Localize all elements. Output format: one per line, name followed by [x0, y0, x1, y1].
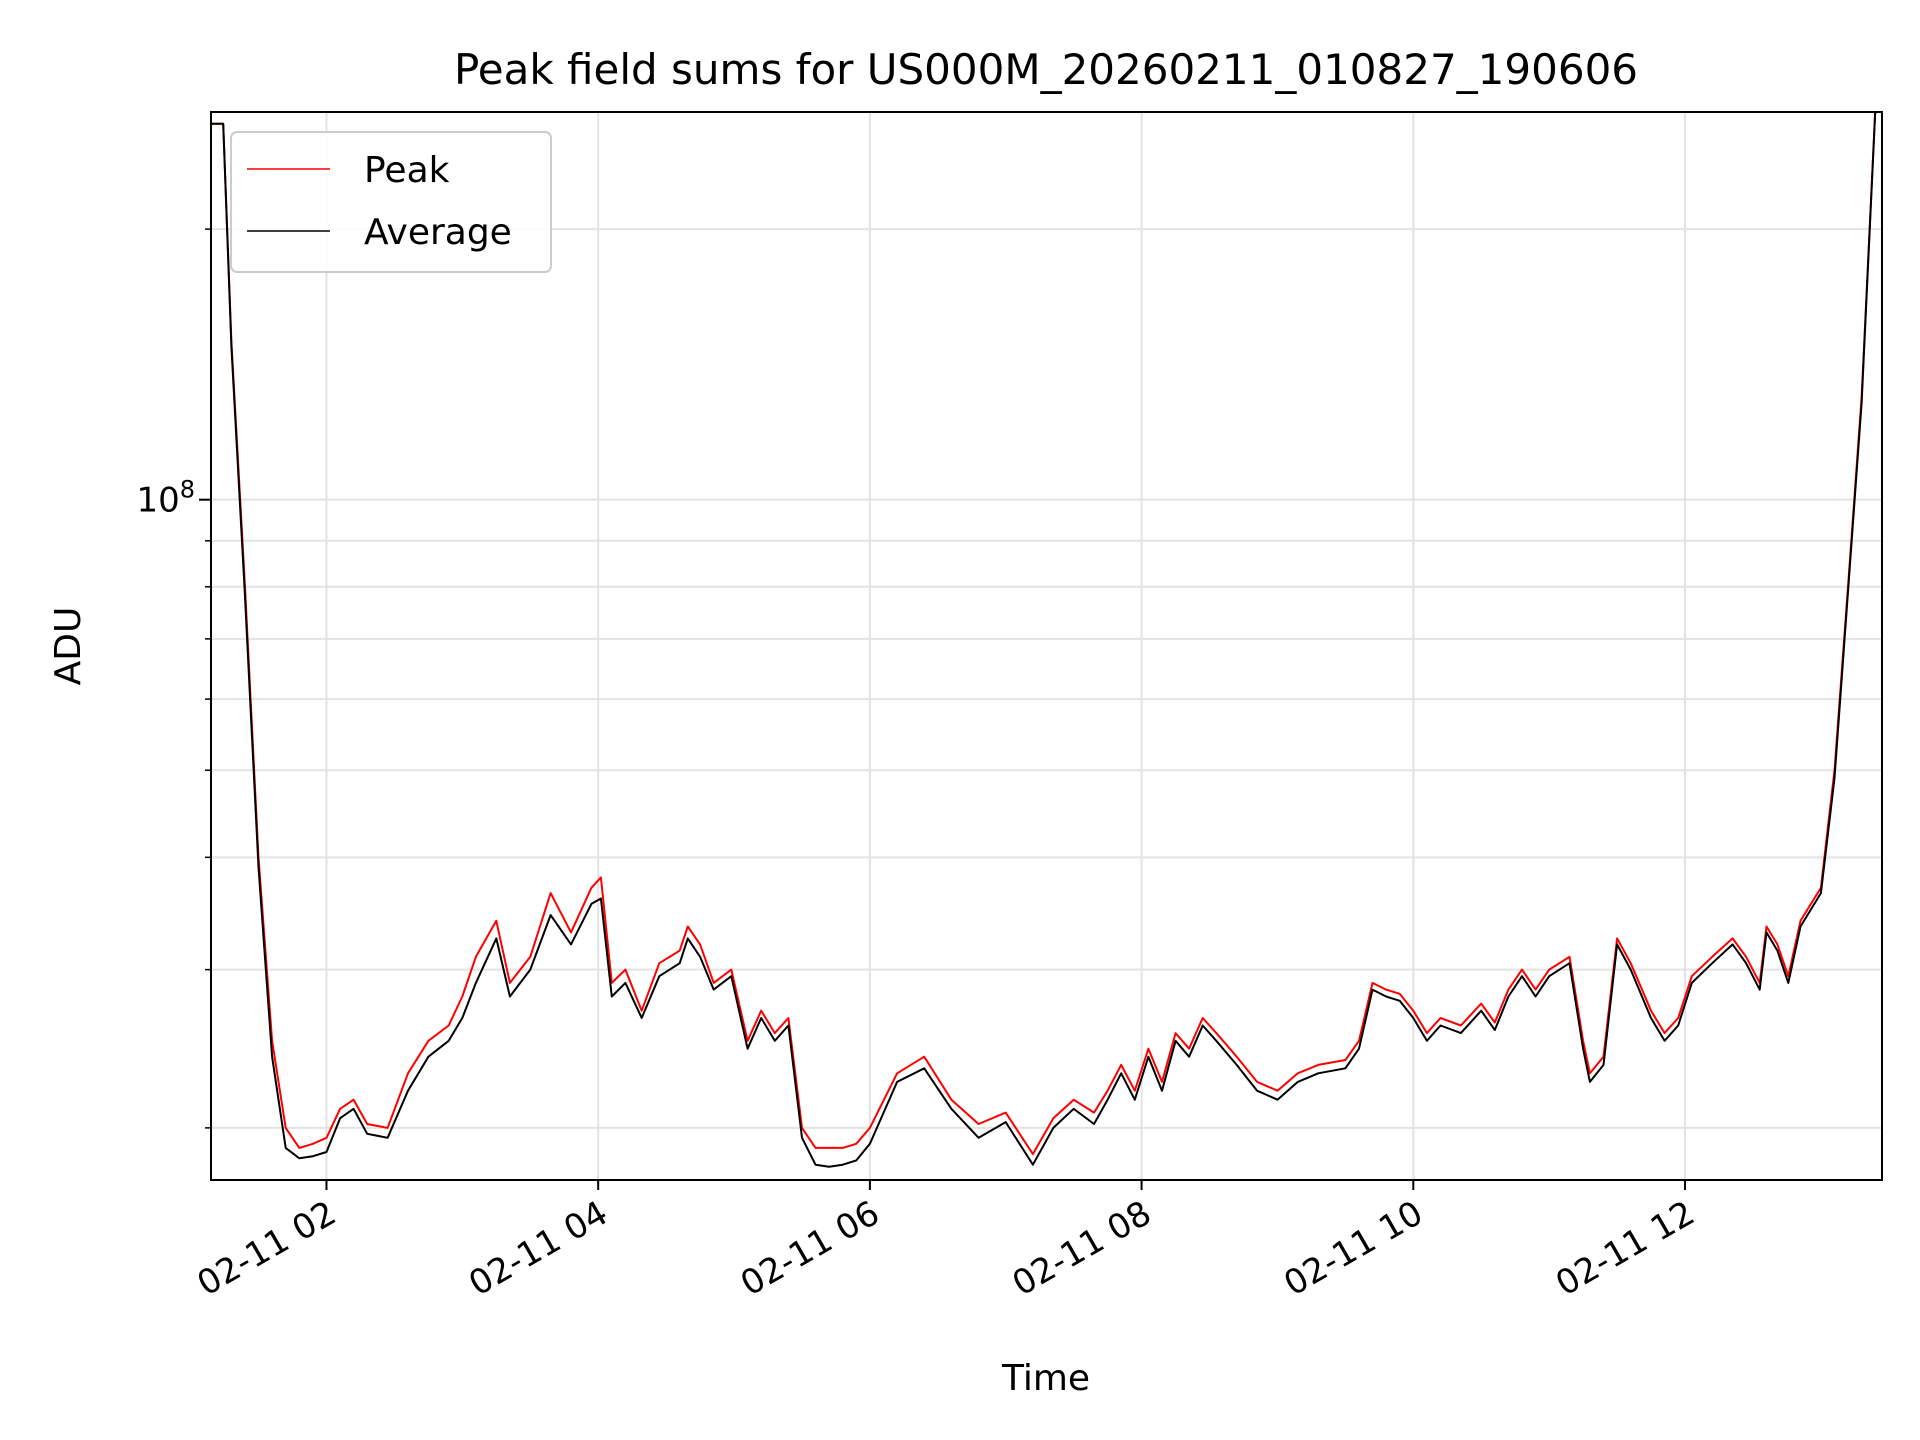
legend: Peak Average	[230, 131, 552, 273]
y-grid-lines	[211, 228, 1882, 1129]
legend-average-label: Average	[364, 212, 512, 253]
y-axis-ticks: 108	[136, 228, 211, 1129]
x-axis-label: Time	[1001, 1358, 1090, 1399]
plot-series	[211, 112, 1882, 1168]
average-series-line	[211, 112, 1882, 1168]
peak-series-line	[211, 112, 1882, 1156]
chart-title: Peak field sums for US000M_20260211_0108…	[454, 45, 1638, 94]
y-axis-label: ADU	[48, 607, 89, 686]
legend-peak-label: Peak	[364, 150, 450, 191]
plot-area-frame	[210, 111, 1883, 1181]
legend-box	[230, 131, 552, 273]
y-tick-label: 108	[136, 476, 195, 521]
